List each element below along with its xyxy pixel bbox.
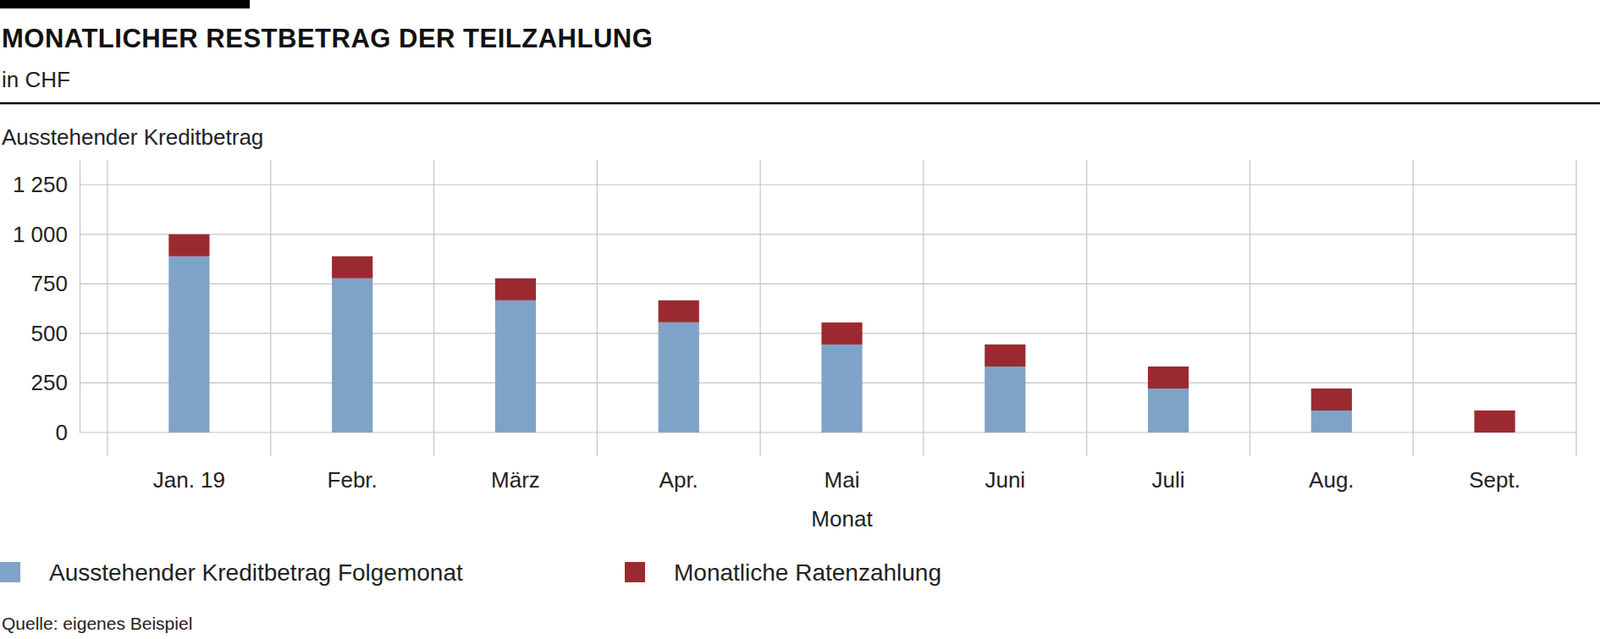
bar <box>1311 388 1352 411</box>
x-tick-label: Sept. <box>1468 467 1521 493</box>
bar <box>495 300 536 433</box>
x-tick: Aug. <box>1308 463 1355 493</box>
x-tick: Apr. <box>659 463 699 493</box>
bar <box>168 256 210 433</box>
category-separator <box>922 160 924 457</box>
y-tick: 0 <box>55 419 80 446</box>
category-separator <box>596 160 598 457</box>
bar <box>331 278 373 433</box>
x-tick: Juni <box>984 463 1026 493</box>
y-tick-label: 500 <box>31 320 68 347</box>
x-tick: Sept. <box>1468 463 1521 493</box>
x-tick: Febr. <box>327 463 378 493</box>
subtitle: in CHF <box>1 66 71 93</box>
series-0 <box>168 256 1352 433</box>
source: Quelle: eigenes Beispiel <box>1 613 193 634</box>
x-tick-label: Juli <box>1152 467 1186 493</box>
category-separator <box>1575 160 1577 457</box>
x-tick-label: Febr. <box>327 467 378 493</box>
grid <box>79 160 1577 457</box>
bar <box>168 234 210 257</box>
grid-line-y <box>79 184 1577 186</box>
category-separator <box>270 160 271 457</box>
y-axis-line <box>79 160 81 434</box>
y-tick-label: 250 <box>31 369 68 396</box>
x-tick-label: März <box>491 467 541 493</box>
bar <box>984 366 1026 433</box>
category-separator <box>1412 160 1414 457</box>
legend-swatch <box>0 562 21 583</box>
category-separator <box>1249 160 1251 457</box>
series-1 <box>168 234 1515 433</box>
y-tick: 250 <box>31 369 80 396</box>
bar <box>1311 410 1352 433</box>
y-tick: 750 <box>31 270 80 297</box>
x-tick-label: Jan. 19 <box>153 467 226 493</box>
y-axis-title: Ausstehender Kreditbetrag <box>1 124 264 150</box>
bar <box>821 344 862 433</box>
y-axis: 0 250 500 750 1 000 1 250 <box>12 160 81 446</box>
bar <box>1474 410 1516 433</box>
y-tick: 500 <box>31 320 80 347</box>
legend-label: Monatliche Ratenzahlung <box>673 559 942 586</box>
x-axis: Jan. 19 Febr. März Apr. Mai Juni Juli Aug. Sept. <box>153 463 1521 493</box>
x-tick: Mai <box>824 463 861 493</box>
y-tick-label: 750 <box>31 270 68 297</box>
legend: Ausstehender Kreditbetrag Folgemonat Mona… <box>0 559 942 586</box>
bar <box>495 278 536 301</box>
legend-swatch <box>624 562 646 583</box>
x-tick: Juli <box>1152 463 1186 493</box>
bar <box>1147 388 1189 433</box>
category-separator <box>760 160 762 457</box>
bar <box>1147 366 1189 389</box>
x-tick-label: Juni <box>984 467 1026 493</box>
bar <box>658 322 700 433</box>
category-separator <box>1086 160 1087 457</box>
y-tick: 1 000 <box>12 221 80 248</box>
x-axis-title: Monat <box>811 506 873 532</box>
category-separator <box>433 160 435 457</box>
title: MONATLICHER RESTBETRAG DER TEILZAHLUNG <box>1 23 653 54</box>
y-tick-label: 1 000 <box>12 221 68 248</box>
x-tick-label: Apr. <box>659 467 699 493</box>
category-separator <box>106 160 108 457</box>
x-tick: März <box>491 463 541 493</box>
bar <box>331 256 373 279</box>
grid-line-y <box>79 233 1577 235</box>
bars <box>168 234 1515 433</box>
y-tick-label: 0 <box>55 419 68 446</box>
x-tick-label: Aug. <box>1308 467 1355 493</box>
header-rule <box>0 102 1600 105</box>
header-bar <box>0 0 250 9</box>
bar <box>658 300 700 323</box>
bar <box>821 322 862 345</box>
x-tick: Jan. 19 <box>153 463 226 493</box>
legend-label: Ausstehender Kreditbetrag Folgemonat <box>49 559 464 586</box>
y-tick: 1 250 <box>12 171 80 198</box>
x-tick-label: Mai <box>824 467 861 493</box>
bar <box>984 344 1026 367</box>
y-tick-label: 1 250 <box>12 171 68 198</box>
grid-line-y <box>79 283 1577 285</box>
